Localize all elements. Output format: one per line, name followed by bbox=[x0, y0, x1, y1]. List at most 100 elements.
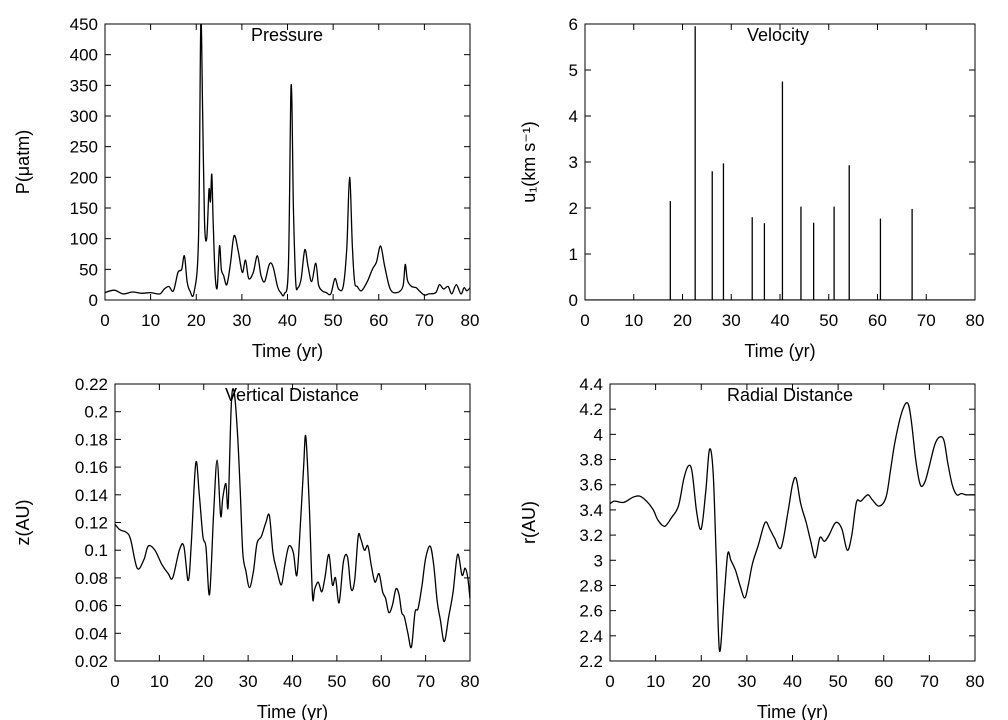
radial-y-tick-label: 2.6 bbox=[579, 602, 603, 621]
pressure-x-tick-label: 0 bbox=[100, 311, 109, 330]
vertical-y-tick-label: 0.14 bbox=[75, 486, 108, 505]
velocity-x-axis-title: Time (yr) bbox=[744, 341, 815, 361]
vertical-y-tick-label: 0.08 bbox=[75, 569, 108, 588]
vertical-y-tick-label: 0.2 bbox=[84, 403, 108, 422]
velocity-plot-frame bbox=[584, 23, 976, 301]
radial-panel: 0 10 20 30 40 50 60 70 80 2.2 2.4 2.6 2.8 3 3.2 3.4 3.6 3… bbox=[519, 375, 985, 720]
velocity-y-axis-title: u₁(km s⁻¹) bbox=[519, 121, 539, 203]
velocity-x-tick-label: 30 bbox=[722, 311, 741, 330]
pressure-x-tick-label: 80 bbox=[461, 311, 480, 330]
pressure-y-tick-label: 250 bbox=[70, 138, 98, 157]
radial-y-tick-label: 3.4 bbox=[579, 501, 603, 520]
velocity-panel: 0 10 20 30 40 50 60 70 80 0 1 2 3 4 5 6 Velocity Time (yr… bbox=[519, 15, 985, 361]
pressure-x-tick-label: 40 bbox=[278, 311, 297, 330]
radial-y-tick-label: 3.8 bbox=[579, 451, 603, 470]
pressure-y-tick-label: 400 bbox=[70, 46, 98, 65]
vertical-x-tick-label: 40 bbox=[283, 672, 302, 691]
pressure-x-tick-label: 60 bbox=[369, 311, 388, 330]
pressure-y-tick-label: 200 bbox=[70, 168, 98, 187]
pressure-x-tick-label: 20 bbox=[187, 311, 206, 330]
velocity-y-tick-label: 4 bbox=[569, 107, 578, 126]
radial-y-tick-label: 2.4 bbox=[579, 627, 603, 646]
radial-y-tick-label: 4.4 bbox=[579, 375, 603, 394]
velocity-y-tick-label: 3 bbox=[569, 153, 578, 172]
pressure-y-tick-label: 100 bbox=[70, 230, 98, 249]
vertical-panel: 0 10 20 30 40 50 60 70 80 0.02 0.04 0.06 0.08 0.1 0.12… bbox=[13, 375, 480, 720]
pressure-series-line bbox=[105, 24, 470, 297]
pressure-y-tick-label: 350 bbox=[70, 76, 98, 95]
velocity-x-tick-label: 60 bbox=[868, 311, 887, 330]
velocity-y-tick-label: 6 bbox=[569, 15, 578, 34]
vertical-plot-frame bbox=[114, 383, 471, 662]
vertical-y-tick-label: 0.16 bbox=[75, 458, 108, 477]
pressure-data bbox=[105, 24, 470, 297]
vertical-title: Vertical Distance bbox=[225, 385, 359, 405]
vertical-y-tick-label: 0.06 bbox=[75, 597, 108, 616]
vertical-x-tick-label: 70 bbox=[416, 672, 435, 691]
velocity-x-tick-label: 70 bbox=[917, 311, 936, 330]
pressure-x-tick-label: 70 bbox=[415, 311, 434, 330]
radial-x-tick-label: 60 bbox=[874, 672, 893, 691]
radial-title: Radial Distance bbox=[727, 385, 853, 405]
pressure-x-tick-label: 30 bbox=[232, 311, 251, 330]
vertical-y-tick-label: 0.04 bbox=[75, 624, 108, 643]
velocity-y-tick-label: 0 bbox=[569, 291, 578, 310]
vertical-x-tick-label: 50 bbox=[327, 672, 346, 691]
vertical-series-line bbox=[115, 388, 470, 649]
pressure-title: Pressure bbox=[251, 25, 323, 45]
vertical-x-tick-label: 60 bbox=[372, 672, 391, 691]
radial-y-tick-label: 3.2 bbox=[579, 526, 603, 545]
velocity-title: Velocity bbox=[747, 25, 809, 45]
radial-y-tick-label: 3.6 bbox=[579, 476, 603, 495]
radial-series-line bbox=[610, 401, 975, 652]
radial-data bbox=[610, 401, 975, 652]
radial-x-tick-label: 80 bbox=[966, 672, 985, 691]
vertical-data bbox=[115, 388, 470, 649]
pressure-y-tick-label: 450 bbox=[70, 15, 98, 34]
pressure-x-axis-title: Time (yr) bbox=[252, 341, 323, 361]
radial-x-tick-label: 20 bbox=[692, 672, 711, 691]
velocity-x-tick-label: 20 bbox=[673, 311, 692, 330]
vertical-x-tick-label: 20 bbox=[194, 672, 213, 691]
radial-x-tick-label: 50 bbox=[829, 672, 848, 691]
radial-x-tick-label: 40 bbox=[783, 672, 802, 691]
radial-y-tick-label: 3 bbox=[594, 551, 603, 570]
vertical-y-tick-label: 0.12 bbox=[75, 514, 108, 533]
radial-x-axis-title: Time (yr) bbox=[757, 702, 828, 720]
velocity-x-tick-label: 50 bbox=[819, 311, 838, 330]
radial-y-tick-label: 4.2 bbox=[579, 400, 603, 419]
velocity-x-tick-label: 0 bbox=[580, 311, 589, 330]
velocity-y-tick-label: 2 bbox=[569, 199, 578, 218]
vertical-y-axis-title: z(AU) bbox=[13, 500, 33, 546]
radial-x-tick-label: 10 bbox=[646, 672, 665, 691]
velocity-x-tick-label: 10 bbox=[624, 311, 643, 330]
velocity-x-tick-label: 80 bbox=[966, 311, 985, 330]
radial-y-tick-label: 4 bbox=[594, 425, 603, 444]
radial-y-axis-title: r(AU) bbox=[519, 501, 539, 544]
radial-x-tick-label: 0 bbox=[605, 672, 614, 691]
vertical-y-tick-label: 0.1 bbox=[84, 541, 108, 560]
radial-y-tick-label: 2.2 bbox=[579, 652, 603, 671]
velocity-data bbox=[585, 26, 975, 300]
pressure-y-tick-label: 150 bbox=[70, 199, 98, 218]
pressure-y-tick-label: 0 bbox=[89, 291, 98, 310]
velocity-x-tick-label: 40 bbox=[771, 311, 790, 330]
vertical-x-tick-label: 30 bbox=[239, 672, 258, 691]
vertical-y-tick-label: 0.02 bbox=[75, 652, 108, 671]
pressure-panel: 0 10 20 30 40 50 60 70 80 0 50 100 150 200 250 300 350 40… bbox=[13, 15, 480, 361]
pressure-y-axis-title: P(μatm) bbox=[13, 130, 33, 194]
radial-plot-frame bbox=[609, 383, 976, 662]
pressure-y-tick-label: 300 bbox=[70, 107, 98, 126]
vertical-x-tick-label: 80 bbox=[461, 672, 480, 691]
vertical-y-tick-label: 0.22 bbox=[75, 375, 108, 394]
pressure-y-tick-label: 50 bbox=[79, 260, 98, 279]
velocity-y-tick-label: 5 bbox=[569, 61, 578, 80]
radial-x-tick-label: 30 bbox=[737, 672, 756, 691]
radial-y-tick-label: 2.8 bbox=[579, 576, 603, 595]
pressure-plot-frame bbox=[104, 23, 471, 301]
vertical-x-axis-title: Time (yr) bbox=[257, 702, 328, 720]
radial-x-tick-label: 70 bbox=[920, 672, 939, 691]
vertical-x-tick-label: 10 bbox=[150, 672, 169, 691]
vertical-x-tick-label: 0 bbox=[110, 672, 119, 691]
